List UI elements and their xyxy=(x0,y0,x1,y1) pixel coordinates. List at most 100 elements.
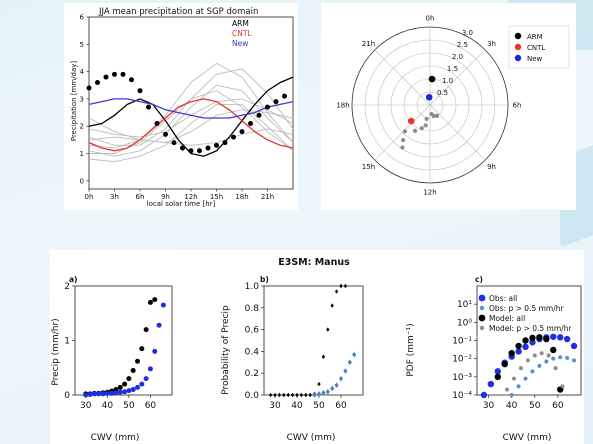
obs-point xyxy=(180,145,185,151)
x-tick-label: 50 xyxy=(313,401,325,411)
e3sm-manus-figure: E3SM: Manus a) CWV (mm) Precip (mm/hr) b… xyxy=(50,250,584,444)
data-marker xyxy=(352,351,357,358)
legend-marker-cntl xyxy=(514,43,522,51)
obs-point xyxy=(205,145,211,151)
ensemble-point xyxy=(429,111,434,117)
x-tick-label: 15h xyxy=(210,193,223,201)
y-tick-label: 0.2 xyxy=(245,369,259,379)
data-marker xyxy=(135,358,141,364)
angle-label: 18h xyxy=(336,102,349,110)
ensemble-member-line xyxy=(88,84,294,157)
data-marker xyxy=(546,353,551,358)
legend: ARM CNTL New xyxy=(232,19,252,48)
data-marker xyxy=(126,376,132,382)
x-tick-label: 30 xyxy=(483,401,495,411)
legend-marker-obs-p xyxy=(479,305,485,311)
y-tick-label: 10⁻¹ xyxy=(452,337,472,347)
series-lines xyxy=(88,76,294,157)
data-marker xyxy=(325,388,330,395)
obs-point xyxy=(214,142,219,148)
angle-label: 6h xyxy=(513,102,522,110)
data-marker xyxy=(525,358,530,363)
polar-grid xyxy=(351,26,509,184)
legend-label-cntl: CNTL xyxy=(527,44,545,52)
ensemble-point xyxy=(400,137,406,143)
y-tick-label: 10⁻² xyxy=(452,355,472,365)
data-marker xyxy=(147,366,153,372)
x-tick-label: 30 xyxy=(269,401,281,411)
data-marker xyxy=(100,391,106,397)
data-marker xyxy=(515,342,522,350)
radial-tick-label: 3.0 xyxy=(462,29,473,37)
data-marker xyxy=(558,355,563,360)
data-marker xyxy=(347,359,352,366)
diurnal-precip-svg: JJA mean precipitation at SGP domain loc… xyxy=(70,7,294,208)
data-marker xyxy=(544,359,549,364)
data-marker xyxy=(91,391,97,397)
data-marker xyxy=(321,390,326,396)
data-marker xyxy=(326,327,330,332)
obs-point xyxy=(197,148,202,154)
data-marker xyxy=(515,348,522,355)
obs-point xyxy=(112,71,117,77)
x-tick-label: 60 xyxy=(145,401,157,411)
data-marker xyxy=(522,343,529,350)
angle-spoke xyxy=(429,49,486,106)
data-marker xyxy=(508,349,515,357)
y-tick-label: 0.6 xyxy=(245,326,260,336)
ensemble-point xyxy=(423,123,428,128)
ensemble-point xyxy=(400,145,405,150)
x-tick-label: 40 xyxy=(506,401,518,411)
data-marker xyxy=(156,322,162,328)
x-axis-label: local solar time [hr] xyxy=(147,200,216,208)
angle-label: 9h xyxy=(487,163,496,171)
arm-point xyxy=(428,75,436,83)
y-tick-label: 10¹ xyxy=(457,300,472,310)
obs-point xyxy=(146,104,151,110)
obs-point xyxy=(248,120,253,126)
legend-arm: ARM xyxy=(232,19,249,28)
data-marker xyxy=(317,381,321,387)
subplot-b-label: b) xyxy=(260,275,269,284)
data-marker xyxy=(509,393,514,397)
angle-label: 0h xyxy=(426,15,435,23)
cntl-line xyxy=(88,98,294,152)
radial-tick-label: 1.5 xyxy=(447,65,458,73)
y-axis-label: Precipitation [mm/day] xyxy=(70,61,78,142)
data-marker xyxy=(113,390,119,396)
data-marker xyxy=(290,392,295,398)
data-marker xyxy=(530,369,535,374)
data-marker xyxy=(487,380,495,388)
ensemble-member-line xyxy=(89,90,294,154)
subplot-axes: 30 40 50 60 0 1 2 30 40 50 60 0.0 0.2 0.4 0.6 0.8 1.0 30 4… xyxy=(64,282,582,411)
x-tick-label: 6h xyxy=(136,193,145,201)
angle-label: 15h xyxy=(362,163,375,171)
angle-spoke xyxy=(374,104,431,161)
data-marker xyxy=(304,392,308,398)
data-marker xyxy=(139,381,145,387)
obs-point xyxy=(120,71,126,77)
angle-label: 21h xyxy=(362,40,375,48)
data-marker xyxy=(330,303,334,308)
y-tick-label: 0 xyxy=(80,177,84,185)
subplot-c-legend: Obs: all Obs: p > 0.5 mm/hr Model: all M… xyxy=(478,294,572,333)
y-tick-label: 0 xyxy=(64,391,70,401)
y-tick-label: 10⁻³ xyxy=(452,373,472,383)
subplot-c-label: c) xyxy=(475,275,483,284)
angle-label: 3h xyxy=(487,40,496,48)
ensemble-point xyxy=(412,128,418,133)
arm-line xyxy=(88,76,294,157)
tick-labels: 0h 3h 6h 9h 12h 15h 18h 21h 0 1 2 3 4 5 6 xyxy=(80,14,275,202)
legend-model-all: Model: all xyxy=(489,314,525,323)
data-marker xyxy=(529,339,536,346)
legend-marker-new xyxy=(514,54,522,62)
obs-point xyxy=(163,131,168,137)
obs-point xyxy=(265,104,270,110)
data-marker xyxy=(282,392,286,398)
legend-marker-model-all xyxy=(478,314,486,322)
legend-marker-arm xyxy=(514,32,522,40)
data-marker xyxy=(343,368,348,374)
data-marker xyxy=(563,335,571,343)
y-tick-label: 3 xyxy=(80,95,84,103)
data-marker xyxy=(139,346,145,352)
